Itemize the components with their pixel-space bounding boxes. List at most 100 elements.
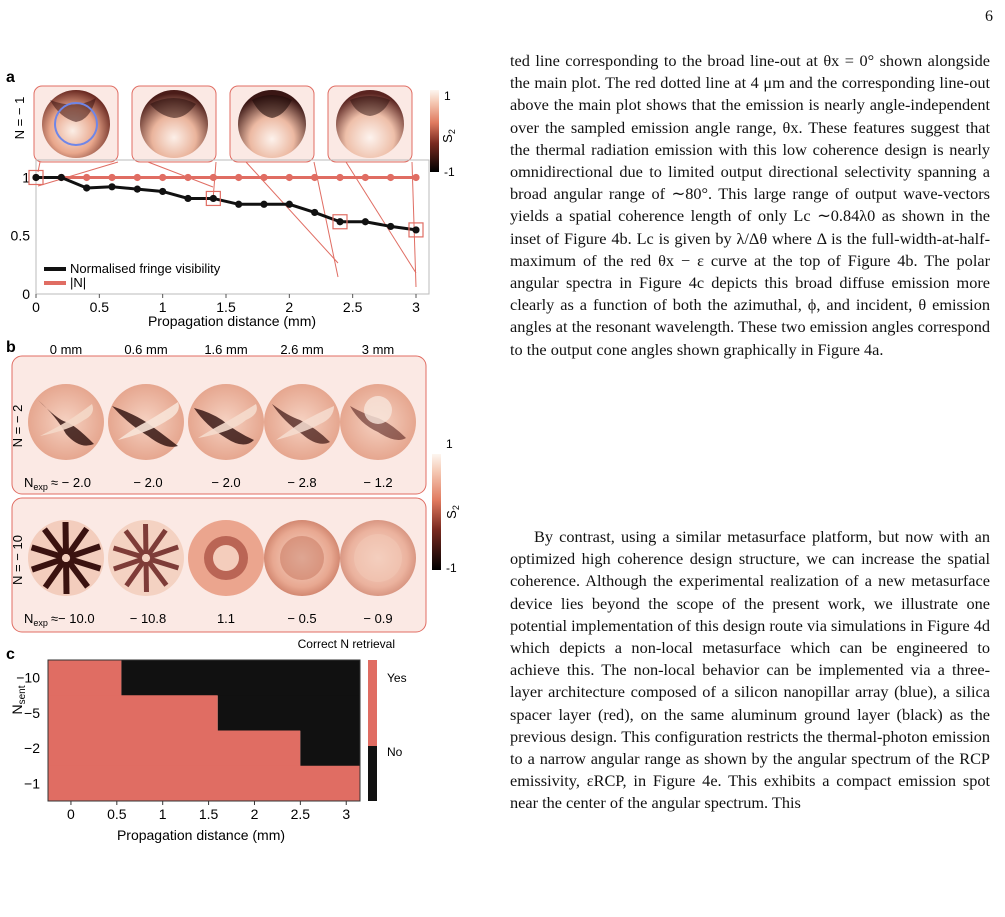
heatmap-cell-yes [48, 660, 122, 696]
legend-no-label: No [387, 745, 403, 759]
data-point [336, 173, 344, 182]
panel-b-row-2-value: − 0.9 [363, 611, 392, 626]
heatmap-cell-yes [48, 695, 218, 731]
panel-a-row-label: N = − 1 [12, 97, 27, 140]
svg-text:Nsent: Nsent [9, 685, 28, 714]
data-point [184, 173, 192, 182]
distance-label: 1.6 mm [204, 342, 247, 357]
data-point [57, 173, 65, 182]
panel-a-legend: Normalised fringe visibility |N| [44, 261, 221, 290]
panel-b-row-1-value: − 2.0 [133, 475, 162, 490]
y-tick-label: 0.5 [11, 228, 31, 244]
panel-b-colorbar-max: 1 [446, 437, 453, 451]
y-tick-label: −10 [16, 670, 40, 686]
fringe-spoke [123, 529, 146, 557]
panel-b-colorbar-label: S2 [444, 505, 461, 519]
pattern-row2-2-6mm [264, 520, 340, 596]
legend-label-n: |N| [70, 275, 86, 290]
series-line [36, 175, 417, 232]
data-point [32, 173, 40, 182]
distance-label: 3 mm [362, 342, 395, 357]
data-point [361, 173, 369, 182]
data-point [412, 173, 420, 182]
data-point [361, 218, 369, 226]
pattern-row1-1-6mm [188, 384, 264, 460]
distance-label: 0.6 mm [124, 342, 167, 357]
pattern-row1-3mm [340, 384, 416, 460]
x-tick-label: 2 [251, 806, 259, 822]
panel-a-thumbnail-3 [229, 85, 315, 163]
panel-c-ylabel: Nsent [9, 685, 28, 714]
svg-text:S2: S2 [440, 129, 457, 143]
pattern-row2-0-6mm [108, 520, 184, 596]
fringe-spoke [30, 556, 64, 573]
data-point [83, 173, 91, 182]
data-point [108, 183, 116, 191]
figure-4-panels: a N = − 1 1 -1 S2 0 0. [6, 69, 461, 843]
highlight-box [205, 190, 221, 207]
fringe-spoke [42, 527, 67, 557]
heatmap-cell-yes [48, 730, 301, 767]
data-point [235, 173, 243, 182]
data-point [159, 173, 167, 182]
legend-yes-swatch [368, 660, 377, 746]
x-tick-label: 2 [285, 299, 293, 315]
data-point [387, 173, 395, 182]
panel-b-row-2-nexp: Nexp ≈− 10.0 [24, 611, 95, 628]
data-point [209, 194, 217, 203]
panel-b-row-1-value: − 1.2 [363, 475, 392, 490]
data-point [133, 185, 141, 193]
panel-b-distance-labels: 0 mm 0.6 mm 1.6 mm 2.6 mm 3 mm [50, 342, 395, 357]
panel-a-colorbar-max: 1 [444, 89, 451, 103]
panel-a-colorbar-min: -1 [444, 165, 455, 179]
panel-b-row-2-value: 1.1 [217, 611, 235, 626]
data-point [184, 194, 192, 203]
x-tick-label: 0 [67, 806, 75, 822]
fringe-spoke [146, 559, 169, 587]
x-tick-label: 3 [412, 299, 420, 315]
fringe-spoke [68, 556, 102, 572]
highlight-box [408, 222, 424, 238]
fringe-spoke [30, 544, 64, 560]
data-point [83, 184, 91, 192]
fringe-spoke [68, 543, 102, 560]
pattern-row1-2-6mm [264, 384, 340, 460]
pattern-row2-1-6mm [188, 520, 264, 596]
legend-no-swatch [368, 746, 377, 801]
data-point [209, 173, 217, 182]
fringe-spoke [148, 544, 179, 560]
distance-label: 0 mm [50, 342, 83, 357]
highlight-box [28, 169, 44, 186]
data-point [311, 173, 319, 182]
panel-b-row-1-patterns [28, 384, 416, 460]
x-tick-label: 1 [159, 299, 167, 315]
text-column-2: By contrast, using a similar metasurface… [510, 526, 990, 815]
svg-text:S2: S2 [444, 505, 461, 519]
panel-b-colorbar-min: -1 [446, 561, 457, 575]
data-point [387, 222, 395, 231]
chart-frame [35, 159, 430, 295]
panel-b-row-2-value: − 10.8 [130, 611, 167, 626]
highlight-box [332, 214, 348, 230]
fringe-spoke [149, 556, 180, 571]
data-point [285, 173, 293, 182]
panel-b-label: b [6, 339, 16, 356]
paragraph-2: By contrast, using a similar metasurface… [510, 527, 990, 813]
panel-b-row-1-value: − 2.0 [211, 475, 240, 490]
y-tick-label: −1 [24, 775, 40, 791]
heatmap-cell-no [217, 695, 360, 731]
panel-b-row-2-value: − 0.5 [287, 611, 316, 626]
fringe-spoke [42, 559, 67, 590]
panel-b-row-1-label: N = − 2 [10, 405, 25, 448]
heatmap-frame [47, 659, 361, 802]
panel-a-xlabel: Propagation distance (mm) [148, 313, 316, 329]
pattern-row2-0mm [28, 520, 104, 596]
data-point [285, 200, 293, 208]
panel-b-row-2-patterns [28, 520, 416, 596]
data-point [133, 173, 141, 182]
x-tick-label: 1 [159, 806, 167, 822]
fringe-spoke [124, 559, 146, 588]
panel-c-title: Correct N retrieval [298, 637, 395, 651]
panel-b-row-2-label: N = − 10 [10, 535, 25, 585]
text-column: ted line corresponding to the broad line… [510, 50, 990, 361]
